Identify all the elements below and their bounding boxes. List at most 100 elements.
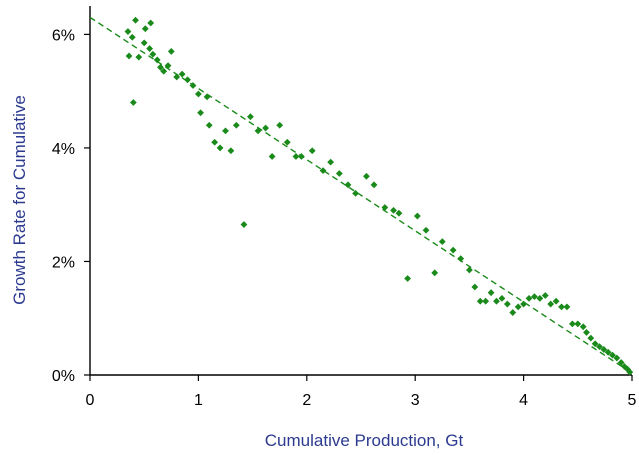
data-point [283, 138, 291, 146]
data-point [509, 309, 517, 316]
data-point [395, 209, 403, 217]
data-point [216, 144, 224, 152]
x-tick-label: 3 [411, 392, 420, 409]
data-point [626, 368, 634, 376]
data-point [211, 138, 219, 146]
data-point [140, 39, 148, 47]
data-point [319, 167, 327, 175]
x-tick-label: 1 [194, 392, 203, 409]
data-point [370, 181, 378, 189]
data-point [568, 320, 576, 328]
data-point [160, 67, 168, 75]
data-point [352, 189, 359, 197]
data-point [617, 359, 625, 366]
data-point [184, 76, 191, 84]
data-point [262, 124, 270, 132]
y-tick-label: 2% [52, 254, 75, 271]
x-tick-label: 2 [302, 392, 311, 409]
data-point [583, 329, 590, 336]
data-point [276, 121, 284, 129]
data-point [297, 153, 305, 160]
data-point [498, 294, 506, 302]
data-point [457, 255, 465, 263]
data-point [197, 109, 204, 117]
data-point [227, 147, 235, 155]
data-point [520, 300, 527, 308]
data-point [579, 323, 587, 331]
data-point [431, 269, 439, 277]
data-point [613, 354, 621, 362]
x-tick-label: 0 [86, 392, 95, 409]
data-point [124, 28, 132, 35]
data-point [503, 300, 511, 308]
trend-line [89, 16, 630, 372]
data-point [531, 293, 538, 301]
data-point [135, 53, 143, 61]
data-point [268, 153, 276, 160]
data-point [541, 292, 549, 299]
x-tick-label: 5 [628, 392, 637, 409]
data-point [558, 303, 565, 311]
data-point [146, 45, 154, 52]
data-point [547, 300, 555, 308]
data-point [129, 99, 137, 106]
data-point [128, 33, 136, 41]
data-point [482, 297, 490, 305]
x-tick-label: 4 [519, 392, 528, 409]
data-point [254, 127, 262, 135]
data-points [124, 16, 634, 376]
data-point [574, 320, 582, 328]
data-point [536, 294, 544, 302]
data-point [222, 127, 229, 135]
data-point [125, 52, 133, 60]
data-point [422, 226, 430, 234]
data-point [514, 303, 522, 311]
data-point [327, 158, 335, 166]
data-point [487, 289, 495, 297]
data-point [438, 238, 446, 245]
axes [89, 6, 632, 376]
data-point [471, 283, 479, 291]
data-point [178, 70, 186, 78]
data-point [205, 121, 213, 129]
data-point [390, 206, 397, 214]
y-tick-label: 4% [52, 141, 75, 158]
data-point [164, 62, 172, 70]
data-point [232, 121, 240, 129]
data-point [157, 63, 164, 71]
data-point [587, 334, 595, 342]
data-point [600, 346, 608, 353]
data-point [195, 90, 202, 98]
y-tick-label: 0% [52, 368, 75, 385]
data-point [552, 297, 560, 305]
ticks: 0 1 2 3 4 5 0% 2% 4% 6% [52, 27, 637, 409]
x-axis-title: Cumulative Production, Gt [265, 431, 464, 450]
data-point [476, 297, 484, 305]
data-point [189, 82, 197, 89]
data-point [308, 147, 316, 155]
data-point [173, 73, 181, 81]
data-point [413, 212, 421, 220]
data-point [466, 266, 473, 274]
data-point [525, 294, 533, 302]
data-point [335, 170, 343, 177]
data-point [609, 351, 616, 359]
data-point [344, 181, 352, 189]
data-point [240, 221, 248, 228]
data-point [596, 343, 603, 351]
data-point [141, 25, 149, 33]
data-point [449, 246, 457, 254]
data-point [147, 19, 155, 27]
data-point [247, 113, 254, 121]
data-point [404, 275, 412, 282]
data-point [153, 56, 161, 64]
data-point [363, 172, 370, 180]
data-point [604, 348, 612, 356]
data-point [292, 153, 300, 160]
data-point [621, 363, 628, 370]
data-point [591, 340, 599, 348]
y-tick-label: 6% [52, 27, 75, 44]
data-point [203, 93, 211, 101]
data-point [493, 297, 500, 305]
